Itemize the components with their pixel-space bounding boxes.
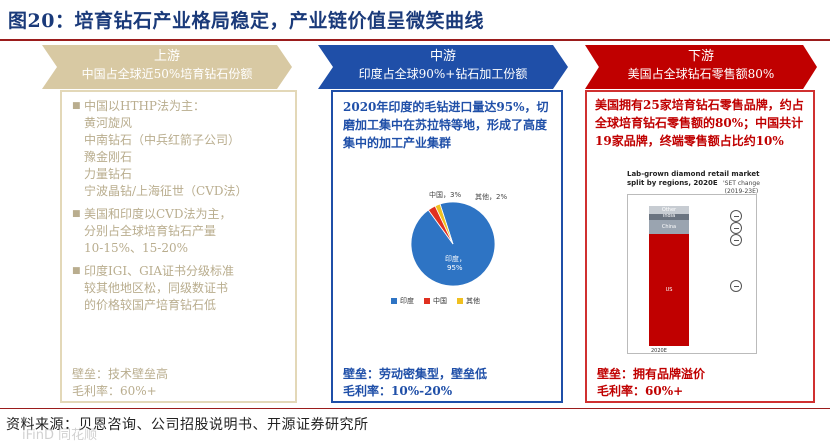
upstream-block-1: ■ 中国以HTHP法为主： 黄河旋风 中南钻石（中兵红箭子公司） 豫金刚石 力量钻… (72, 98, 292, 200)
mini-chart-title: Lab-grown diamond retail market split by… (627, 170, 760, 187)
pie-label-other: 其他，2% (475, 193, 508, 201)
upstream-line: 宁波晶钻/上海征世（CVD法） (84, 184, 248, 198)
upstream-line: 印度IGI、GIA证书分级标准 (84, 264, 235, 278)
upstream-line: 中国以HTHP法为主： (84, 99, 206, 113)
midstream-header-subtitle: 印度占全球90%+钻石加工份额 (358, 67, 528, 81)
bar-year-label: 2020E (651, 348, 667, 354)
india-pie-chart (393, 184, 513, 304)
midstream-header-title: 中游 (429, 49, 456, 64)
bullet-icon: ■ (72, 266, 81, 276)
downstream-margin: 毛利率：60%+ (597, 384, 684, 398)
legend-china: 中国 (424, 296, 447, 306)
bar-segment-china: China (649, 220, 689, 234)
downstream-header-title: 下游 (687, 49, 714, 64)
upstream-list: ■ 中国以HTHP法为主： 黄河旋风 中南钻石（中兵红箭子公司） 豫金刚石 力量钻… (72, 98, 292, 320)
upstream-line: 10-15%、15-20% (84, 241, 188, 255)
upstream-line: 中南钻石（中兵红箭子公司） (84, 133, 241, 147)
midstream-footer: 壁垒：劳动密集型，壁垒低 毛利率：10%-20% (343, 366, 487, 400)
change-icon (730, 280, 742, 292)
upstream-footer: 壁垒：技术壁垒高 毛利率：60%+ (72, 366, 168, 400)
midstream-panel: 2020年印度的毛钻进口量达95%，切磨加工集中在苏拉特等地，形成了高度集中的加… (331, 90, 563, 403)
upstream-panel: ■ 中国以HTHP法为主： 黄河旋风 中南钻石（中兵红箭子公司） 豫金刚石 力量钻… (60, 90, 297, 403)
watermark: iFinD 同花顺 (22, 428, 98, 443)
title-rule (0, 39, 830, 41)
pie-legend: 印度 中国 其他 (391, 296, 480, 306)
downstream-header-subtitle: 美国占全球钻石零售额80% (627, 67, 775, 81)
pie-slice-other (434, 203, 454, 245)
upstream-block-3: ■ 印度IGI、GIA证书分级标准 较其他地区松，同级数证书 的价格较国产培育钻石… (72, 263, 292, 314)
pie-label-india-name: 印度， (445, 255, 466, 263)
bar-segment-india: India (649, 214, 689, 220)
retail-market-chart: Lab-grown diamond retail market split by… (627, 170, 807, 358)
source-note: 资料来源：贝恩咨询、公司招股说明书、开源证券研究所 (6, 417, 369, 433)
bullet-icon: ■ (72, 209, 81, 219)
bullet-icon: ■ (72, 101, 81, 111)
upstream-line: 黄河旋风 (84, 116, 133, 130)
downstream-header: 下游 美国占全球钻石零售额80% (585, 45, 817, 89)
change-icon (730, 234, 742, 246)
figure-title: 图20：培育钻石产业格局稳定，产业链价值呈微笑曲线 (8, 10, 484, 32)
upstream-barrier: 壁垒：技术壁垒高 (72, 367, 169, 381)
mini-chart-frame (627, 194, 757, 354)
midstream-barrier: 壁垒：劳动密集型，壁垒低 (343, 367, 488, 381)
downstream-footer: 壁垒：拥有品牌溢价 毛利率：60%+ (597, 366, 705, 400)
pie-svg (410, 201, 496, 287)
legend-india: 印度 (391, 296, 414, 306)
upstream-header: 上游 中国占全球近50%培育钻石份额 (42, 45, 292, 89)
upstream-line: 豫金刚石 (84, 150, 133, 164)
change-icon (730, 210, 742, 222)
downstream-panel: 美国拥有25家培育钻石零售品牌，约占全球培育钻石零售额的80%；中国共计19家品… (585, 90, 815, 403)
bar-segment-other: Other (649, 206, 689, 215)
upstream-header-subtitle: 中国占全球近50%培育钻石份额 (81, 67, 253, 81)
upstream-line: 力量钻石 (84, 167, 133, 181)
pie-label-india-value: 95% (447, 264, 463, 272)
mini-chart-subtitle: 'SET change (2019-23E) (723, 180, 760, 195)
legend-other: 其他 (457, 296, 480, 306)
midstream-header: 中游 印度占全球90%+钻石加工份额 (318, 45, 568, 89)
midstream-description: 2020年印度的毛钻进口量达95%，切磨加工集中在苏拉特等地，形成了高度集中的加… (343, 100, 549, 150)
downstream-description: 美国拥有25家培育钻石零售品牌，约占全球培育钻石零售额的80%；中国共计19家品… (595, 98, 804, 148)
pie-slice-india (410, 201, 496, 287)
upstream-line: 较其他地区松，同级数证书 (84, 281, 229, 295)
upstream-header-title: 上游 (153, 49, 180, 64)
midstream-margin: 毛利率：10%-20% (343, 384, 453, 398)
change-icon (730, 222, 742, 234)
bar-segment-us: US (649, 234, 689, 346)
upstream-block-2: ■ 美国和印度以CVD法为主， 分别占全球培育钻石产量 10-15%、15-20% (72, 206, 292, 257)
source-rule (0, 408, 830, 409)
upstream-line: 分别占全球培育钻石产量 (84, 224, 217, 238)
upstream-line: 的价格较国产培育钻石低 (84, 298, 217, 312)
upstream-line: 美国和印度以CVD法为主， (84, 207, 232, 221)
pie-label-china: 中国，3% (429, 191, 462, 199)
stacked-bar: US China India Other (649, 206, 689, 346)
downstream-barrier: 壁垒：拥有品牌溢价 (597, 367, 706, 381)
upstream-margin: 毛利率：60%+ (72, 384, 157, 398)
